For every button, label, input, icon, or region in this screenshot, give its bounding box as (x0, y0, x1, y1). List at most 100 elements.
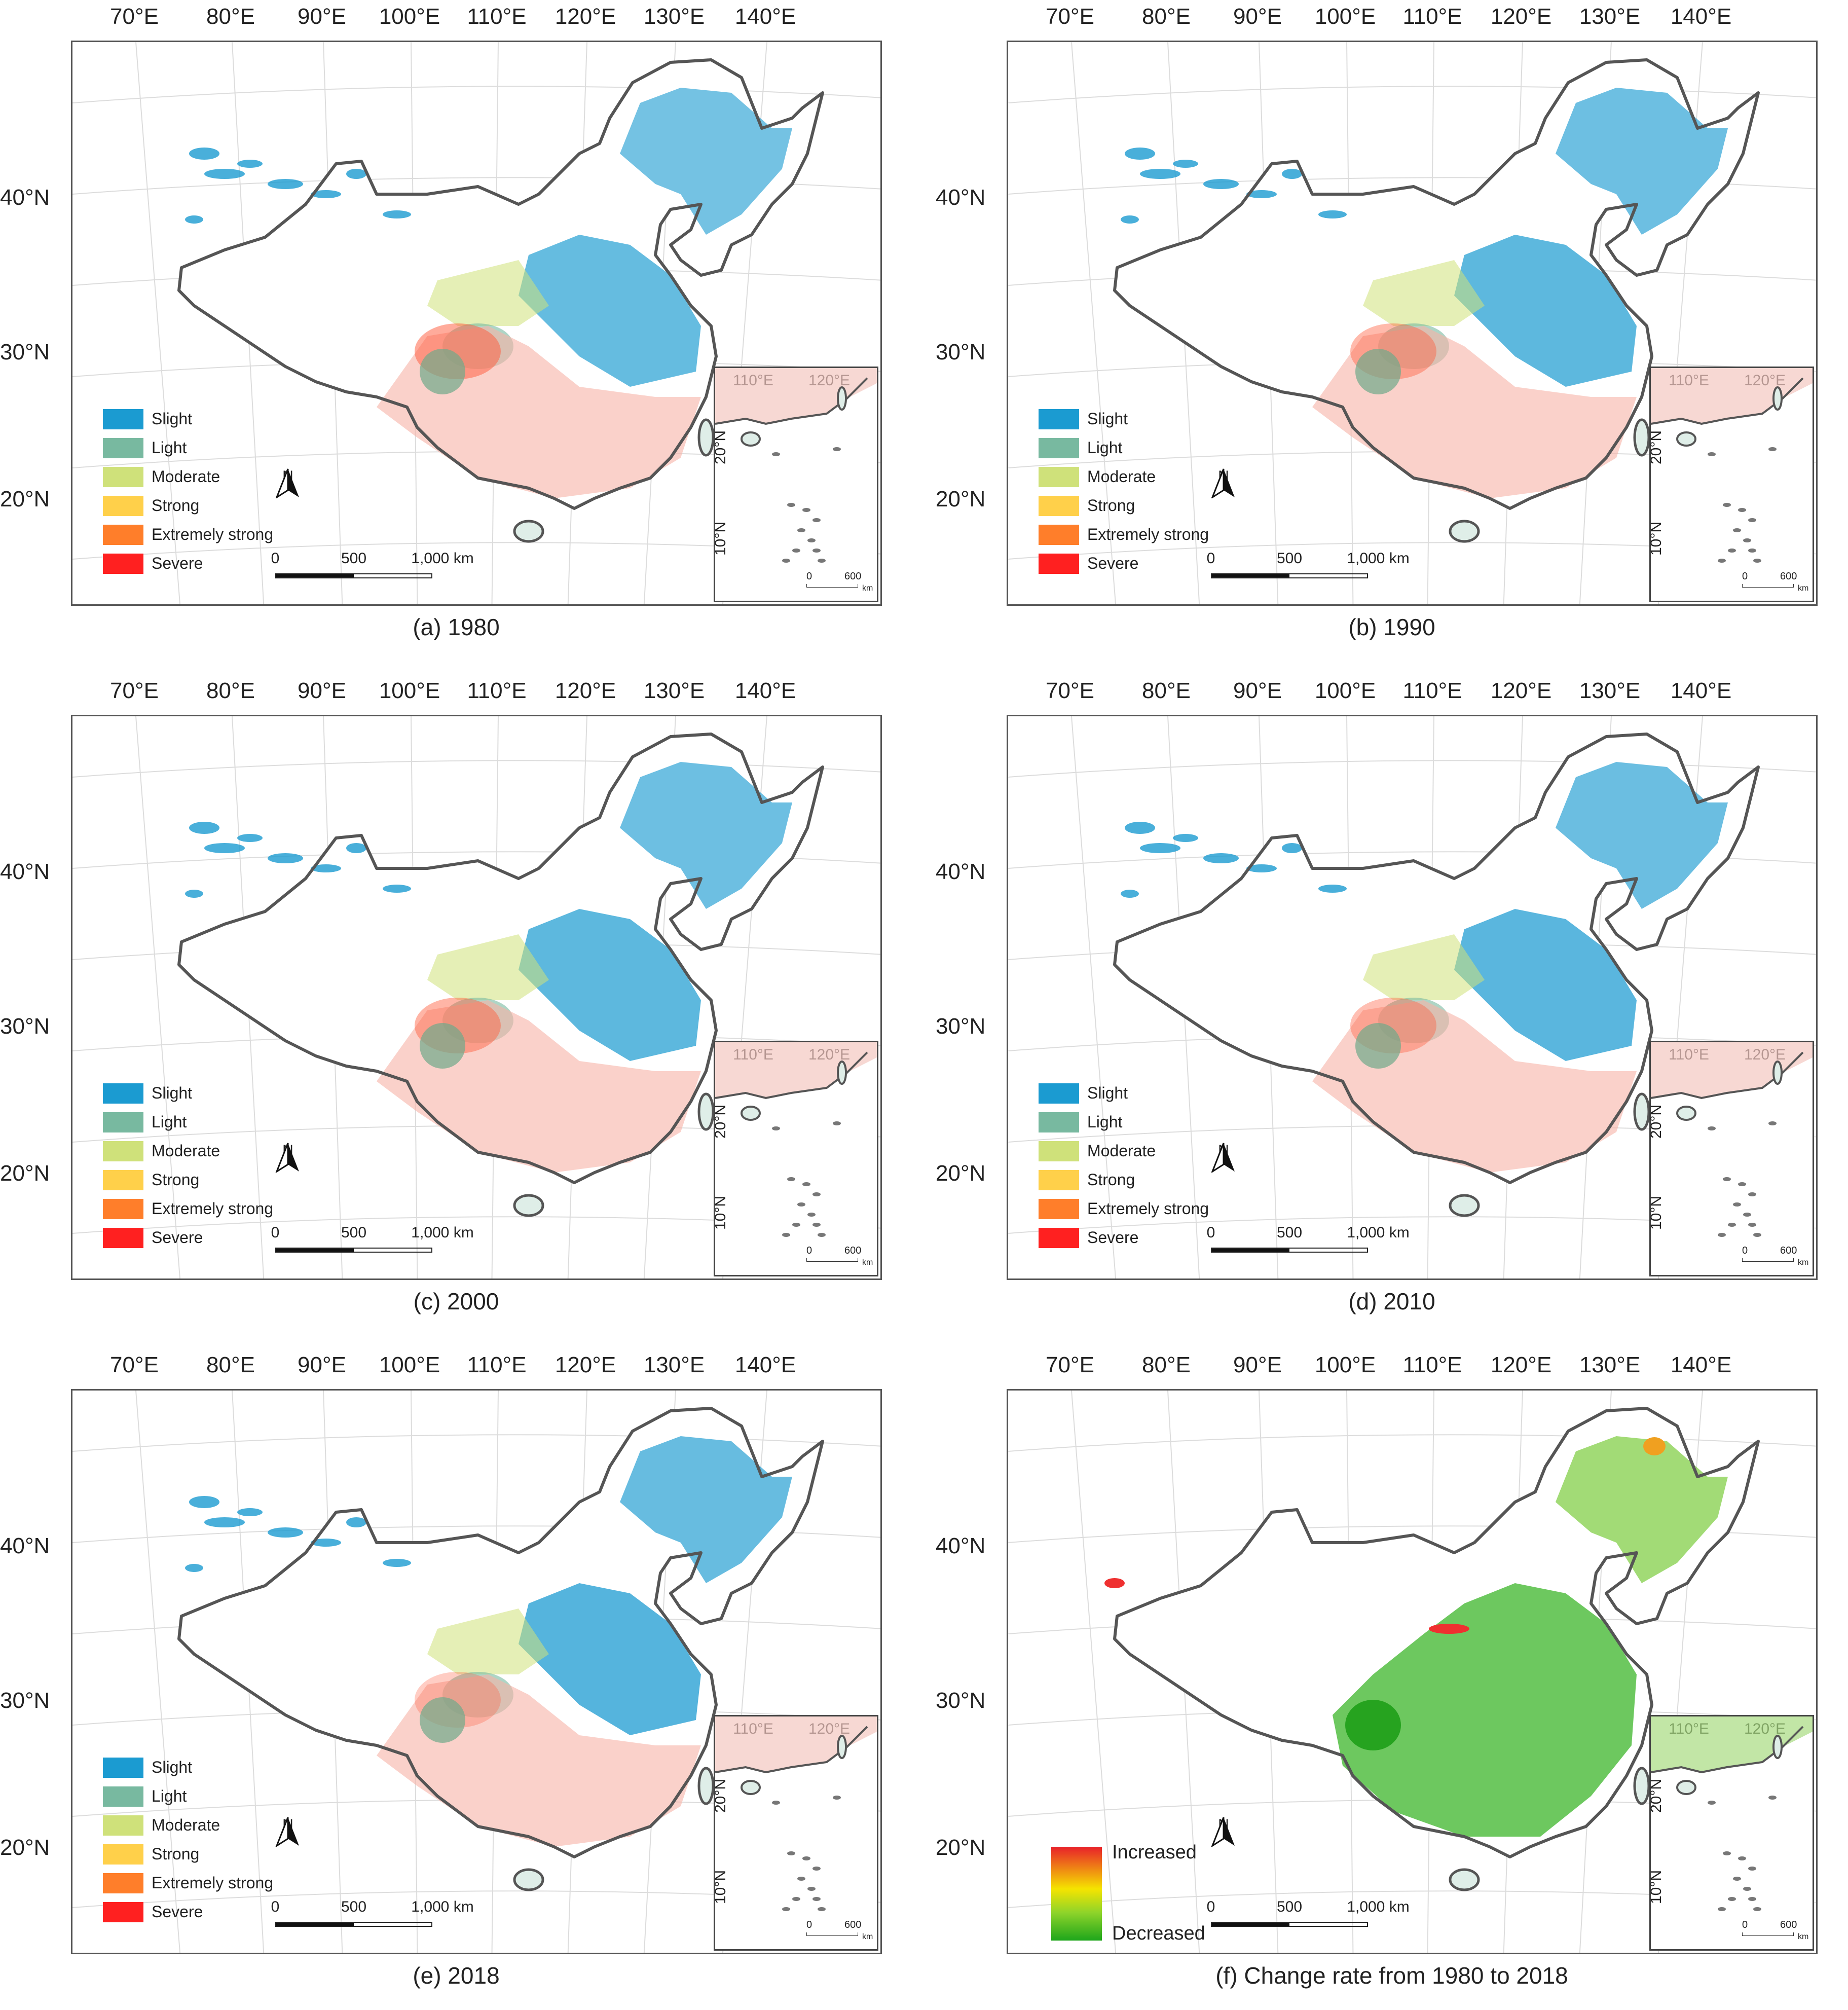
erosion-patch-slight (237, 834, 263, 842)
north-arrow-icon: N (1208, 468, 1239, 514)
china-map (1008, 1391, 1816, 1953)
legend-swatch (1039, 1170, 1079, 1190)
legend-swatch (1039, 1227, 1079, 1248)
erosion-patch-slight (1125, 148, 1155, 160)
change-legend-decreased: Decreased (1112, 1923, 1205, 1944)
erosion-patch-slight (1121, 215, 1139, 224)
legend-label: Light (152, 1787, 187, 1805)
scale-label: 0 (1206, 550, 1215, 567)
scale-label: 1,000 km (411, 1898, 474, 1915)
legend-swatch (103, 1141, 143, 1161)
scale-label: 0 (271, 1224, 280, 1241)
inset-latitude-label: 10°N (1648, 521, 1665, 556)
inset-latitude-label: 20°N (712, 430, 729, 464)
inset-latitude-label: 20°N (712, 1778, 729, 1813)
change-region-decreased-northeast (1556, 1436, 1728, 1583)
longitude-label: 100°E (379, 678, 440, 703)
longitude-label: 130°E (1579, 678, 1641, 703)
erosion-patch-slight (311, 864, 341, 872)
legend-item: Light (103, 1108, 273, 1137)
hainan-island (513, 520, 544, 543)
legend-label: Slight (152, 1758, 193, 1776)
longitude-label: 100°E (379, 1353, 440, 1377)
taiwan-island (1633, 418, 1650, 457)
taiwan-island (697, 1092, 715, 1131)
longitude-label: 120°E (1490, 1353, 1552, 1377)
inset-map (1651, 1042, 1813, 1237)
graticule-line (1008, 1434, 1816, 1452)
inset-latitude-label: 10°N (712, 1870, 729, 1904)
scale-bar: 0 500 1,000 km (271, 550, 474, 578)
erosion-region-slight-north (1454, 909, 1637, 1061)
country-border (177, 58, 824, 510)
longitude-label: 70°E (110, 4, 159, 29)
inset-latitude-label: 20°N (1648, 1104, 1665, 1139)
scale-bar: 0 500 1,000 km (271, 1224, 474, 1253)
change-region-increased (1104, 1578, 1125, 1588)
legend-label: Strong (152, 1845, 200, 1863)
legend-swatch (1039, 1141, 1079, 1161)
erosion-patch-slight (204, 169, 245, 179)
legend-label: Strong (152, 496, 200, 515)
latitude-label: 40°N (0, 859, 50, 884)
map-frame: Slight Light Moderate Strong Extremely stron… (71, 715, 882, 1280)
longitude-label: 80°E (1142, 1353, 1191, 1377)
longitude-label: 130°E (643, 1353, 705, 1377)
legend-swatch (1039, 1083, 1079, 1104)
country-border (1113, 58, 1760, 510)
latitude-label: 30°N (0, 340, 50, 364)
erosion-patch-slight (185, 890, 203, 898)
graticule-line (1008, 760, 1816, 778)
erosion-patch-slight (189, 822, 219, 834)
legend-item: Moderate (103, 1811, 273, 1840)
longitude-label: 90°E (298, 1353, 346, 1377)
taiwan-island (697, 418, 715, 457)
erosion-region-moderate (1363, 934, 1485, 1000)
legend-swatch (103, 1902, 143, 1922)
erosion-legend: Slight Light Moderate Strong Extremely stron… (103, 1079, 273, 1252)
legend-item: Moderate (1039, 1137, 1209, 1165)
scale-label: 1,000 km (411, 550, 474, 567)
taiwan-island (697, 1767, 715, 1805)
country-border (1113, 1407, 1760, 1858)
longitude-label: 80°E (206, 678, 255, 703)
latitude-label: 20°N (0, 487, 50, 511)
erosion-patch-slight (189, 1496, 219, 1508)
hainan-island (1449, 1194, 1480, 1217)
latitude-label: 30°N (936, 1688, 986, 1713)
longitude-label: 100°E (1314, 4, 1376, 29)
taiwan-island (1633, 1767, 1650, 1805)
change-region-increased (1429, 1624, 1469, 1634)
latitude-label: 40°N (0, 185, 50, 210)
erosion-region-light-basin (420, 1023, 465, 1069)
latitude-label: 30°N (0, 1014, 50, 1039)
map-frame: Slight Light Moderate Strong Extremely stron… (1007, 715, 1818, 1280)
china-map (72, 1391, 880, 1953)
erosion-legend: Slight Light Moderate Strong Extremely stron… (1039, 405, 1209, 578)
legend-item: Extremely strong (103, 1194, 273, 1223)
legend-swatch (103, 1815, 143, 1836)
graticule-line (72, 1434, 880, 1452)
erosion-region-light-basin (1355, 349, 1401, 394)
graticule-line (72, 760, 880, 778)
graticule-line (72, 86, 880, 103)
longitude-label: 100°E (1314, 1353, 1376, 1377)
erosion-region-moderate (1363, 260, 1485, 326)
china-map (72, 716, 880, 1278)
change-region-decreased (1333, 1583, 1637, 1837)
legend-swatch (103, 437, 143, 458)
hainan-island (513, 1194, 544, 1217)
legend-label: Extremely strong (152, 525, 274, 543)
scale-bar-graphic (275, 1248, 432, 1253)
longitude-label: 100°E (379, 4, 440, 29)
legend-swatch (1039, 524, 1079, 545)
inset-latitude-label: 20°N (712, 1104, 729, 1139)
change-legend-increased: Increased (1112, 1842, 1197, 1863)
longitude-label: 110°E (467, 678, 527, 703)
panel-caption: (b) 1990 (1348, 614, 1435, 640)
legend-label: Slight (152, 410, 193, 428)
legend-label: Slight (1087, 1084, 1128, 1102)
legend-swatch (103, 1198, 143, 1219)
